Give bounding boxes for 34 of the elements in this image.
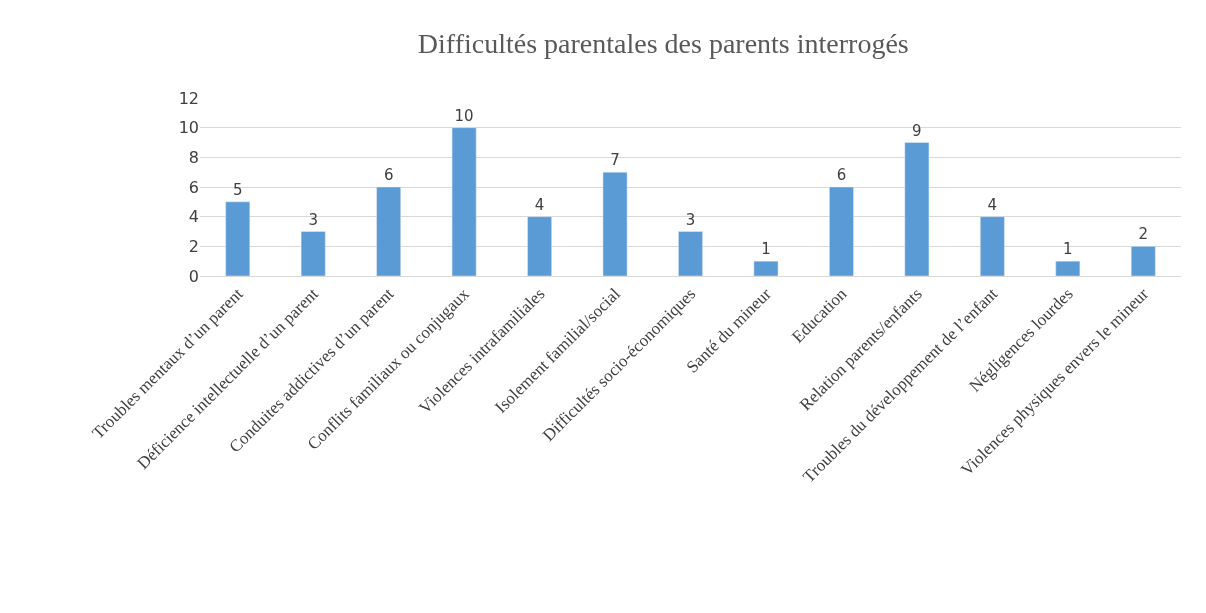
data-label: 2 [1138,225,1149,244]
y-tick-label: 2 [188,236,199,256]
bar [904,142,930,276]
data-label: 10 [454,106,474,125]
chart-title: Difficultés parentales des parents interrogés [417,27,909,59]
data-label: 1 [1063,240,1073,259]
bar [678,231,703,276]
data-label: 7 [610,151,620,170]
bar [300,231,326,276]
data-label: 4 [534,195,545,214]
data-label: 1 [761,240,771,259]
bar [225,201,251,276]
y-tick-label: 4 [188,207,199,227]
data-label: 6 [836,166,847,184]
bar [1130,246,1156,276]
bar [602,171,628,276]
data-label: 6 [383,166,394,184]
y-tick-label: 10 [178,118,199,138]
bar [980,216,1005,276]
y-tick-label: 12 [178,88,199,108]
bar [376,186,401,276]
bar [527,216,552,276]
y-tick-label: 6 [188,177,199,197]
data-label: 4 [987,195,998,214]
bar [1055,260,1081,276]
data-label: 9 [912,121,922,140]
y-tick-label: 8 [188,147,199,167]
y-tick-label: 0 [188,266,199,286]
data-label: 3 [685,210,696,229]
bar [753,260,779,276]
data-label: 5 [232,180,243,199]
data-label: 3 [308,210,318,229]
bar [451,127,477,276]
bar [829,186,854,276]
